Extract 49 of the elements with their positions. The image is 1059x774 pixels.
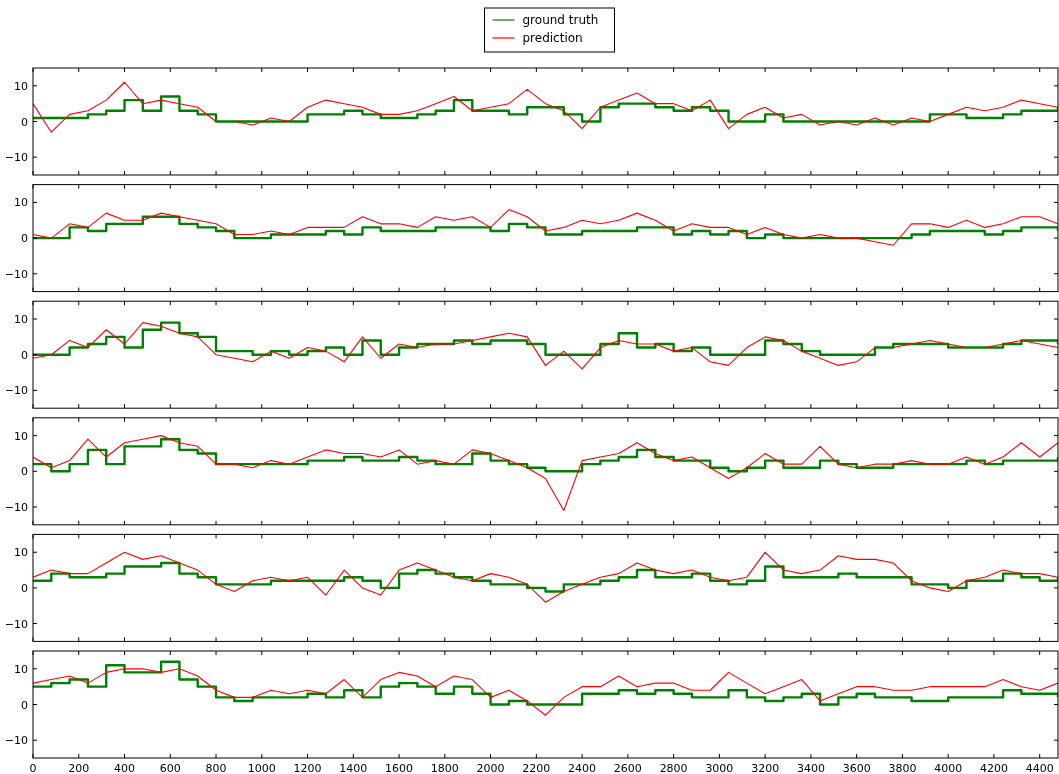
- x-tick-label: 2800: [659, 762, 688, 774]
- x-tick-label: 1800: [430, 762, 459, 774]
- x-tick-label: 1200: [293, 762, 322, 774]
- y-tick-label: −10: [4, 151, 28, 165]
- y-tick-label: 0: [21, 348, 28, 362]
- x-tick-label: 4000: [934, 762, 963, 774]
- x-tick-label: 3800: [888, 762, 917, 774]
- x-tick-label: 2400: [568, 762, 597, 774]
- legend-label: prediction: [522, 31, 583, 45]
- line-series: [33, 551, 1058, 603]
- line-series: [33, 209, 1058, 246]
- x-tick-label: 2600: [613, 762, 642, 774]
- y-tick-label: −10: [4, 734, 28, 748]
- x-tick-label: 0: [29, 762, 37, 774]
- x-tick-label: 200: [68, 762, 90, 774]
- x-tick-label: 1000: [247, 762, 276, 774]
- x-tick-label: 2000: [476, 762, 505, 774]
- x-tick-label: 3600: [842, 762, 871, 774]
- y-tick-label: 0: [21, 465, 28, 479]
- y-tick-label: 10: [14, 662, 28, 676]
- y-tick-label: 10: [14, 429, 28, 443]
- line-series: [33, 435, 1058, 512]
- y-tick-label: 10: [14, 79, 28, 93]
- x-tick-label: 4200: [979, 762, 1008, 774]
- y-tick-label: −10: [4, 384, 28, 398]
- y-tick-label: 0: [21, 698, 28, 712]
- y-tick-label: 10: [14, 196, 28, 210]
- y-tick-label: 10: [14, 313, 28, 327]
- y-tick-label: −10: [4, 617, 28, 631]
- x-tick-label: 600: [159, 762, 181, 774]
- x-tick-label: 1600: [385, 762, 414, 774]
- line-series: [33, 81, 1058, 133]
- x-tick-label: 3200: [751, 762, 780, 774]
- y-tick-label: 0: [21, 115, 28, 129]
- x-tick-label: 3400: [796, 762, 825, 774]
- x-tick-label: 400: [114, 762, 136, 774]
- x-tick-label: 800: [205, 762, 227, 774]
- x-tick-label: 1400: [339, 762, 368, 774]
- y-tick-label: −10: [4, 267, 28, 281]
- y-tick-label: −10: [4, 500, 28, 514]
- legend-label: ground truth: [522, 13, 599, 27]
- y-tick-label: 0: [21, 581, 28, 595]
- line-series: [33, 322, 1058, 370]
- y-tick-label: 10: [14, 546, 28, 560]
- line-series: [33, 668, 1058, 716]
- y-tick-label: 0: [21, 232, 28, 246]
- x-tick-label: 3000: [705, 762, 734, 774]
- x-tick-label: 4400: [1025, 762, 1054, 774]
- x-tick-label: 2200: [522, 762, 551, 774]
